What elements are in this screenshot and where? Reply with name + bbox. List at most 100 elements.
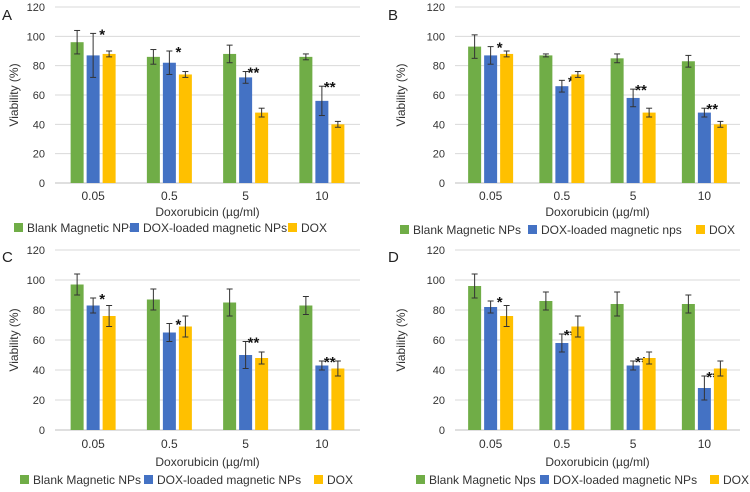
bar-dox-loaded xyxy=(315,365,329,430)
bar-blank xyxy=(299,305,313,430)
bar-blank xyxy=(223,302,237,430)
bar-blank xyxy=(146,56,160,183)
legend-swatch-dox-loaded xyxy=(130,223,139,232)
bar-dox xyxy=(642,112,656,183)
panel-letter: A xyxy=(2,7,12,24)
legend-swatch-blank xyxy=(416,475,425,484)
y-tick-label: 100 xyxy=(27,31,45,43)
x-axis-title: Doxorubicin (µg/ml) xyxy=(545,455,649,469)
significance-marker: ** xyxy=(324,79,336,96)
bar-dox-loaded xyxy=(86,55,100,183)
y-tick-label: 20 xyxy=(33,395,45,407)
bar-blank xyxy=(70,284,84,430)
y-tick-label: 80 xyxy=(33,305,45,317)
legend-label: Blank Magnetic NPs xyxy=(33,473,141,487)
legend-label: Blank Magnetic Nps xyxy=(429,473,536,487)
bar-dox-loaded xyxy=(555,86,569,183)
chart-panel-d: D 0 20 40 60 80 100 120 Viability (%) 0.05 * 0.5 ** 5… xyxy=(388,245,749,487)
bar-dox-loaded xyxy=(162,332,176,430)
x-axis-title: Doxorubicin (µg/ml) xyxy=(155,205,259,219)
bar-dox-loaded xyxy=(484,55,498,183)
bar-dox xyxy=(642,358,656,430)
significance-marker: ** xyxy=(564,327,576,344)
y-tick-label: 40 xyxy=(33,365,45,377)
bar-blank xyxy=(539,301,553,430)
significance-marker: ** xyxy=(635,82,647,99)
legend-swatch-dox-loaded xyxy=(540,475,549,484)
y-tick-label: 60 xyxy=(433,90,445,102)
panel-letter: D xyxy=(388,249,399,266)
legend-swatch-blank xyxy=(400,225,409,234)
bar-dox-loaded xyxy=(697,112,711,183)
significance-marker: ** xyxy=(248,335,260,352)
y-tick-label: 80 xyxy=(33,61,45,73)
y-tick-label: 120 xyxy=(27,2,45,14)
y-tick-label: 120 xyxy=(427,245,445,257)
x-tick-label: 0.5 xyxy=(161,189,178,203)
x-tick-label: 0.05 xyxy=(479,189,503,203)
bar-dox xyxy=(255,112,269,183)
significance-marker: ** xyxy=(706,101,718,118)
y-axis-title: Viability (%) xyxy=(7,308,21,371)
x-tick-label: 10 xyxy=(698,189,712,203)
x-tick-label: 5 xyxy=(242,189,249,203)
y-tick-label: 20 xyxy=(433,149,445,161)
bar-blank xyxy=(299,56,313,183)
significance-marker: * xyxy=(99,26,105,43)
y-tick-label: 100 xyxy=(27,275,45,287)
bar-dox xyxy=(571,74,585,183)
legend-swatch-blank xyxy=(14,223,23,232)
chart-panel-c: C 0 20 40 60 80 100 120 Viability (%) 0.05 * 0.5 * 5 *… xyxy=(2,245,360,487)
y-tick-label: 40 xyxy=(33,119,45,131)
legend-label: DOX-loaded magnetic nps xyxy=(541,223,682,237)
y-axis-title: Viability (%) xyxy=(394,308,408,371)
x-tick-label: 0.05 xyxy=(81,437,105,451)
y-tick-label: 40 xyxy=(433,365,445,377)
bar-dox xyxy=(713,124,727,183)
significance-marker: ** xyxy=(706,369,718,386)
y-tick-label: 20 xyxy=(33,149,45,161)
y-tick-label: 80 xyxy=(433,305,445,317)
legend-label: Blank Magnetic NPs xyxy=(27,221,135,235)
bar-dox xyxy=(713,368,727,430)
chart-panel-b: B 0 20 40 60 80 100 120 Viability (%) 0.05 * 0.5 * 5 *… xyxy=(388,2,740,237)
x-tick-label: 10 xyxy=(698,437,712,451)
bar-dox xyxy=(500,53,514,183)
bar-dox xyxy=(102,316,116,430)
bar-dox xyxy=(102,53,116,183)
bar-blank xyxy=(468,46,482,183)
legend-label: Blank Magnetic NPs xyxy=(413,223,521,237)
bar-blank xyxy=(468,286,482,430)
x-tick-label: 10 xyxy=(315,189,329,203)
bar-dox xyxy=(500,316,514,430)
y-axis-title: Viability (%) xyxy=(7,63,21,126)
chart-panel-a: A 0 20 40 60 80 100 120 Viability (%) 0.05 * 0.5 * 5 *… xyxy=(2,2,360,235)
y-tick-label: 60 xyxy=(433,335,445,347)
legend-label: DOX xyxy=(327,473,353,487)
significance-marker: * xyxy=(175,44,181,61)
x-tick-label: 5 xyxy=(630,437,637,451)
y-tick-label: 60 xyxy=(33,335,45,347)
significance-marker: ** xyxy=(635,354,647,371)
x-tick-label: 0.05 xyxy=(479,437,503,451)
legend-swatch-dox-loaded xyxy=(528,225,537,234)
bar-dox-loaded xyxy=(555,343,569,430)
legend-label: DOX xyxy=(709,223,735,237)
legend-swatch-dox xyxy=(288,223,297,232)
bar-dox-loaded xyxy=(162,62,176,183)
bar-blank xyxy=(539,55,553,183)
significance-marker: * xyxy=(497,294,503,311)
y-tick-label: 120 xyxy=(27,245,45,257)
bar-dox-loaded xyxy=(484,307,498,430)
legend-label: DOX xyxy=(301,221,327,235)
legend-swatch-dox xyxy=(696,225,705,234)
legend-swatch-dox xyxy=(314,475,323,484)
legend-label: DOX-loaded magnetic NPs xyxy=(553,473,697,487)
x-axis-title: Doxorubicin (µg/ml) xyxy=(545,205,649,219)
bar-dox-loaded xyxy=(315,100,329,183)
significance-marker: ** xyxy=(248,65,260,82)
x-tick-label: 0.5 xyxy=(161,437,178,451)
significance-marker: * xyxy=(568,73,574,90)
bar-blank xyxy=(70,42,84,184)
